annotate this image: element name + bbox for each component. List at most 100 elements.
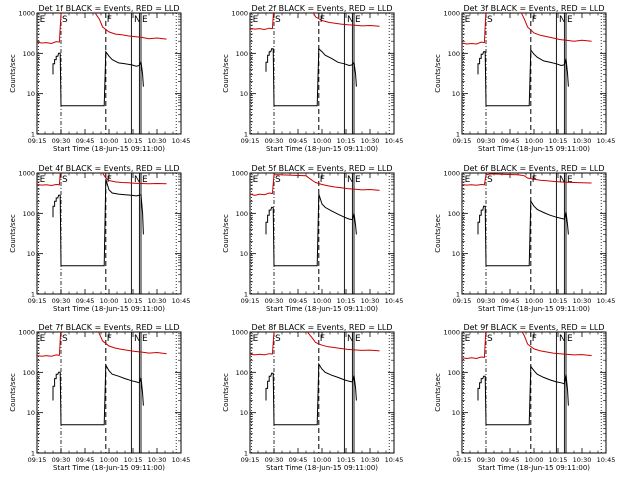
x-tick-label: 09:45 <box>289 297 308 305</box>
y-tick-label: 100 <box>448 50 460 58</box>
x-axis-label: Start Time (18-Jun-15 09:11:00) <box>266 145 378 153</box>
panel-title: Det 4f BLACK = Events, RED = LLD <box>38 164 179 173</box>
panel-title: Det 6f BLACK = Events, RED = LLD <box>463 164 604 173</box>
x-axis-label: Start Time (18-Jun-15 09:11:00) <box>478 464 590 472</box>
x-tick-label: 10:15 <box>337 297 356 305</box>
x-tick-label: 09:45 <box>501 137 520 145</box>
x-tick-label: 10:15 <box>549 456 568 464</box>
y-tick-label: 1 <box>244 291 248 299</box>
x-tick-label: 10:00 <box>525 297 544 305</box>
x-tick-label: 09:30 <box>477 297 496 305</box>
x-tick-label: 10:00 <box>100 456 119 464</box>
y-tick-label: 10 <box>27 250 35 258</box>
y-axis-label: Counts/sec <box>9 373 17 412</box>
x-tick-label: 09:30 <box>477 456 496 464</box>
x-tick-label: 10:30 <box>361 297 380 305</box>
y-tick-label: 1000 <box>18 329 35 337</box>
marker-label: F <box>107 175 112 185</box>
x-tick-label: 10:45 <box>172 297 191 305</box>
plot-frame <box>461 12 607 135</box>
y-tick-label: 100 <box>236 50 248 58</box>
x-tick-label: 09:15 <box>28 297 47 305</box>
marker-label: S <box>62 15 68 25</box>
marker-label: E <box>40 334 46 344</box>
plot-frame <box>36 331 182 454</box>
plot-frame <box>461 172 607 295</box>
panel-title: Det 9f BLACK = Events, RED = LLD <box>463 323 604 332</box>
x-tick-label: 10:30 <box>361 137 380 145</box>
series-lld-line <box>37 332 167 357</box>
x-tick-label: 10:15 <box>124 297 143 305</box>
y-axis-label: Counts/sec <box>222 54 230 93</box>
x-tick-label: 10:45 <box>385 456 404 464</box>
marker-label: E <box>40 175 46 185</box>
marker-label: E <box>253 175 259 185</box>
marker-label: N <box>347 15 354 25</box>
x-tick-label: 09:30 <box>265 137 284 145</box>
series-events-line <box>52 363 144 426</box>
x-tick-label: 10:15 <box>337 456 356 464</box>
series-lld-line <box>250 332 380 356</box>
y-tick-label: 100 <box>236 369 248 377</box>
x-tick-label: 10:15 <box>124 456 143 464</box>
y-tick-label: 10 <box>452 250 460 258</box>
plot-frame <box>36 12 182 135</box>
marker-label: F <box>532 175 537 185</box>
plot-frame <box>36 172 182 295</box>
panel-det-4: Det 4f BLACK = Events, RED = LLD 1 10 100 10… <box>9 164 191 313</box>
panel-title: Det 3f BLACK = Events, RED = LLD <box>463 4 604 13</box>
x-tick-label: 10:45 <box>597 297 616 305</box>
series-events-line <box>52 50 144 107</box>
y-tick-label: 1000 <box>231 10 248 18</box>
y-axis-label: Counts/sec <box>434 214 442 253</box>
marker-label: E <box>567 175 573 185</box>
series-events-line <box>52 179 144 267</box>
y-tick-label: 10 <box>27 409 35 417</box>
x-tick-label: 09:15 <box>28 137 47 145</box>
x-tick-label: 10:45 <box>385 297 404 305</box>
marker-label: F <box>532 15 537 25</box>
marker-label: S <box>275 15 281 25</box>
x-axis-label: Start Time (18-Jun-15 09:11:00) <box>478 145 590 153</box>
x-tick-label: 10:00 <box>525 137 544 145</box>
x-tick-label: 10:15 <box>337 137 356 145</box>
y-tick-label: 100 <box>448 210 460 218</box>
x-tick-label: 10:00 <box>100 297 119 305</box>
y-tick-label: 1000 <box>443 329 460 337</box>
panel-det-5: Det 5f BLACK = Events, RED = LLD 1 10 100 10… <box>222 164 403 313</box>
x-tick-label: 10:30 <box>148 137 167 145</box>
marker-label: F <box>107 334 112 344</box>
marker-label: F <box>320 334 325 344</box>
marker-label: E <box>355 175 361 185</box>
panel-det-9: Det 9f BLACK = Events, RED = LLD 1 10 100 10… <box>434 323 615 472</box>
panel-title: Det 7f BLACK = Events, RED = LLD <box>38 323 179 332</box>
y-tick-label: 100 <box>23 210 35 218</box>
y-tick-label: 10 <box>452 90 460 98</box>
y-tick-label: 10 <box>240 90 248 98</box>
y-tick-label: 10 <box>452 409 460 417</box>
x-tick-label: 10:45 <box>597 137 616 145</box>
marker-label: S <box>487 334 493 344</box>
y-axis-label: Counts/sec <box>9 214 17 253</box>
x-tick-label: 09:45 <box>289 137 308 145</box>
x-tick-label: 09:30 <box>52 137 71 145</box>
x-tick-label: 09:30 <box>52 297 71 305</box>
marker-label: E <box>567 334 573 344</box>
marker-label: E <box>142 15 148 25</box>
marker-label: E <box>465 334 471 344</box>
x-tick-label: 09:15 <box>453 297 472 305</box>
y-tick-label: 1 <box>31 131 35 139</box>
series-lld-line <box>37 13 167 45</box>
series-events-line <box>477 364 569 426</box>
x-tick-label: 10:15 <box>124 137 143 145</box>
x-axis-label: Start Time (18-Jun-15 09:11:00) <box>53 464 165 472</box>
y-tick-label: 1 <box>456 450 460 458</box>
marker-label: E <box>567 15 573 25</box>
x-tick-label: 10:45 <box>597 456 616 464</box>
series-lld-line <box>462 173 592 186</box>
marker-label: S <box>275 334 281 344</box>
x-tick-label: 09:15 <box>453 137 472 145</box>
marker-label: N <box>134 15 141 25</box>
panel-det-3: Det 3f BLACK = Events, RED = LLD 1 10 100 10… <box>434 4 615 153</box>
